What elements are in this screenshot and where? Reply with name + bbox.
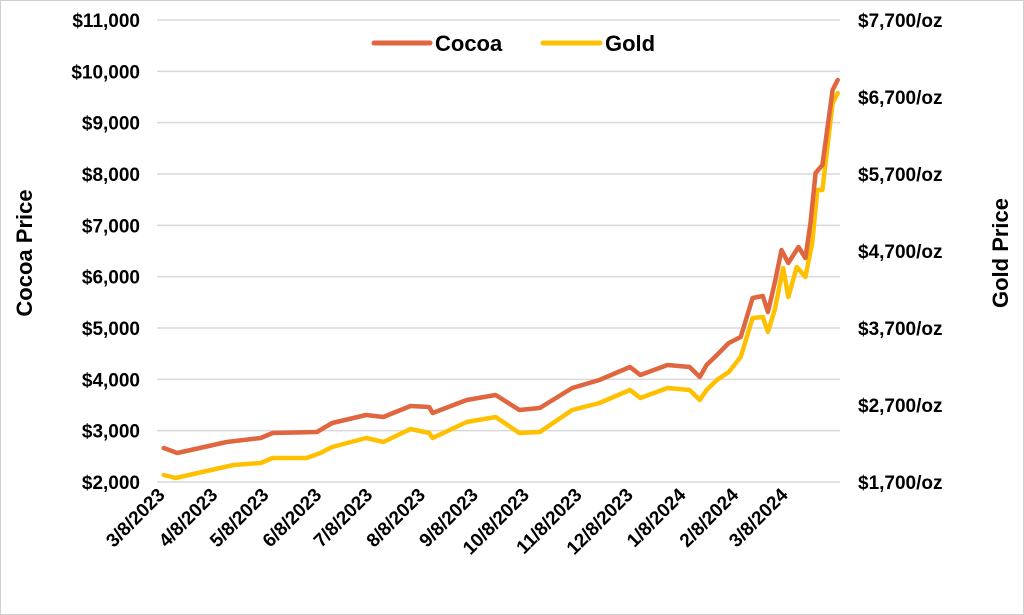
- y-tick-label: $7,000: [82, 216, 140, 237]
- legend-label-gold: Gold: [605, 31, 655, 56]
- y2-tick-label: $3,700/oz: [858, 319, 943, 340]
- left-axis-title: Cocoa Price: [12, 189, 37, 316]
- y-tick-label: $6,000: [82, 268, 140, 289]
- y-tick-label: $9,000: [82, 114, 140, 135]
- series-lines: [161, 77, 840, 481]
- right-axis-title: Gold Price: [988, 198, 1013, 308]
- x-axis-ticks: 3/8/20234/8/20235/8/20236/8/20237/8/2023…: [102, 484, 792, 559]
- y-tick-label: $11,000: [72, 11, 140, 32]
- y2-tick-label: $1,700/oz: [858, 473, 943, 494]
- y-tick-label: $2,000: [82, 473, 140, 494]
- y-tick-label: $8,000: [82, 165, 140, 186]
- y-tick-label: $10,000: [71, 62, 140, 83]
- left-axis-ticks: $2,000 $3,000 $4,000 $5,000 $6,000 $7,000 $8,0…: [71, 11, 140, 494]
- y-tick-label: $3,000: [82, 422, 140, 443]
- legend: Cocoa Gold: [371, 31, 655, 56]
- y2-tick-label: $2,700/oz: [858, 396, 943, 417]
- legend-label-cocoa: Cocoa: [435, 31, 503, 56]
- y-tick-label: $4,000: [82, 370, 140, 391]
- gridlines: [157, 19, 840, 483]
- series-line-cocoa: [161, 77, 840, 456]
- y2-tick-label: $7,700/oz: [858, 11, 943, 32]
- y2-tick-label: $4,700/oz: [858, 242, 943, 263]
- right-axis-ticks: $1,700/oz $2,700/oz $3,700/oz $4,700/oz $5,7…: [858, 11, 943, 494]
- y2-tick-label: $6,700/oz: [858, 88, 943, 109]
- y-tick-label: $5,000: [82, 319, 140, 340]
- y2-tick-label: $5,700/oz: [858, 165, 943, 186]
- series-line-gold: [161, 90, 840, 481]
